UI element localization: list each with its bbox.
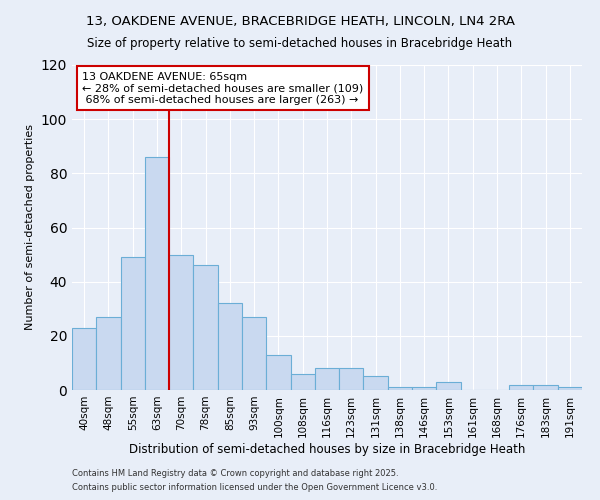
Text: Contains public sector information licensed under the Open Government Licence v3: Contains public sector information licen… — [72, 484, 437, 492]
Y-axis label: Number of semi-detached properties: Number of semi-detached properties — [25, 124, 35, 330]
Text: Contains HM Land Registry data © Crown copyright and database right 2025.: Contains HM Land Registry data © Crown c… — [72, 468, 398, 477]
Text: 13 OAKDENE AVENUE: 65sqm
← 28% of semi-detached houses are smaller (109)
 68% of: 13 OAKDENE AVENUE: 65sqm ← 28% of semi-d… — [82, 72, 364, 104]
Text: 13, OAKDENE AVENUE, BRACEBRIDGE HEATH, LINCOLN, LN4 2RA: 13, OAKDENE AVENUE, BRACEBRIDGE HEATH, L… — [86, 15, 515, 28]
Bar — [290, 374, 315, 390]
Bar — [242, 317, 266, 390]
Bar — [436, 382, 461, 390]
Bar — [96, 317, 121, 390]
Bar — [412, 388, 436, 390]
Bar — [533, 384, 558, 390]
Bar — [388, 388, 412, 390]
Bar — [145, 157, 169, 390]
Bar — [218, 304, 242, 390]
X-axis label: Distribution of semi-detached houses by size in Bracebridge Heath: Distribution of semi-detached houses by … — [129, 442, 525, 456]
Bar — [193, 266, 218, 390]
Bar — [169, 254, 193, 390]
Bar — [266, 355, 290, 390]
Bar — [364, 376, 388, 390]
Bar — [509, 384, 533, 390]
Bar — [315, 368, 339, 390]
Text: Size of property relative to semi-detached houses in Bracebridge Heath: Size of property relative to semi-detach… — [88, 38, 512, 51]
Bar — [72, 328, 96, 390]
Bar — [558, 388, 582, 390]
Bar — [121, 258, 145, 390]
Bar — [339, 368, 364, 390]
